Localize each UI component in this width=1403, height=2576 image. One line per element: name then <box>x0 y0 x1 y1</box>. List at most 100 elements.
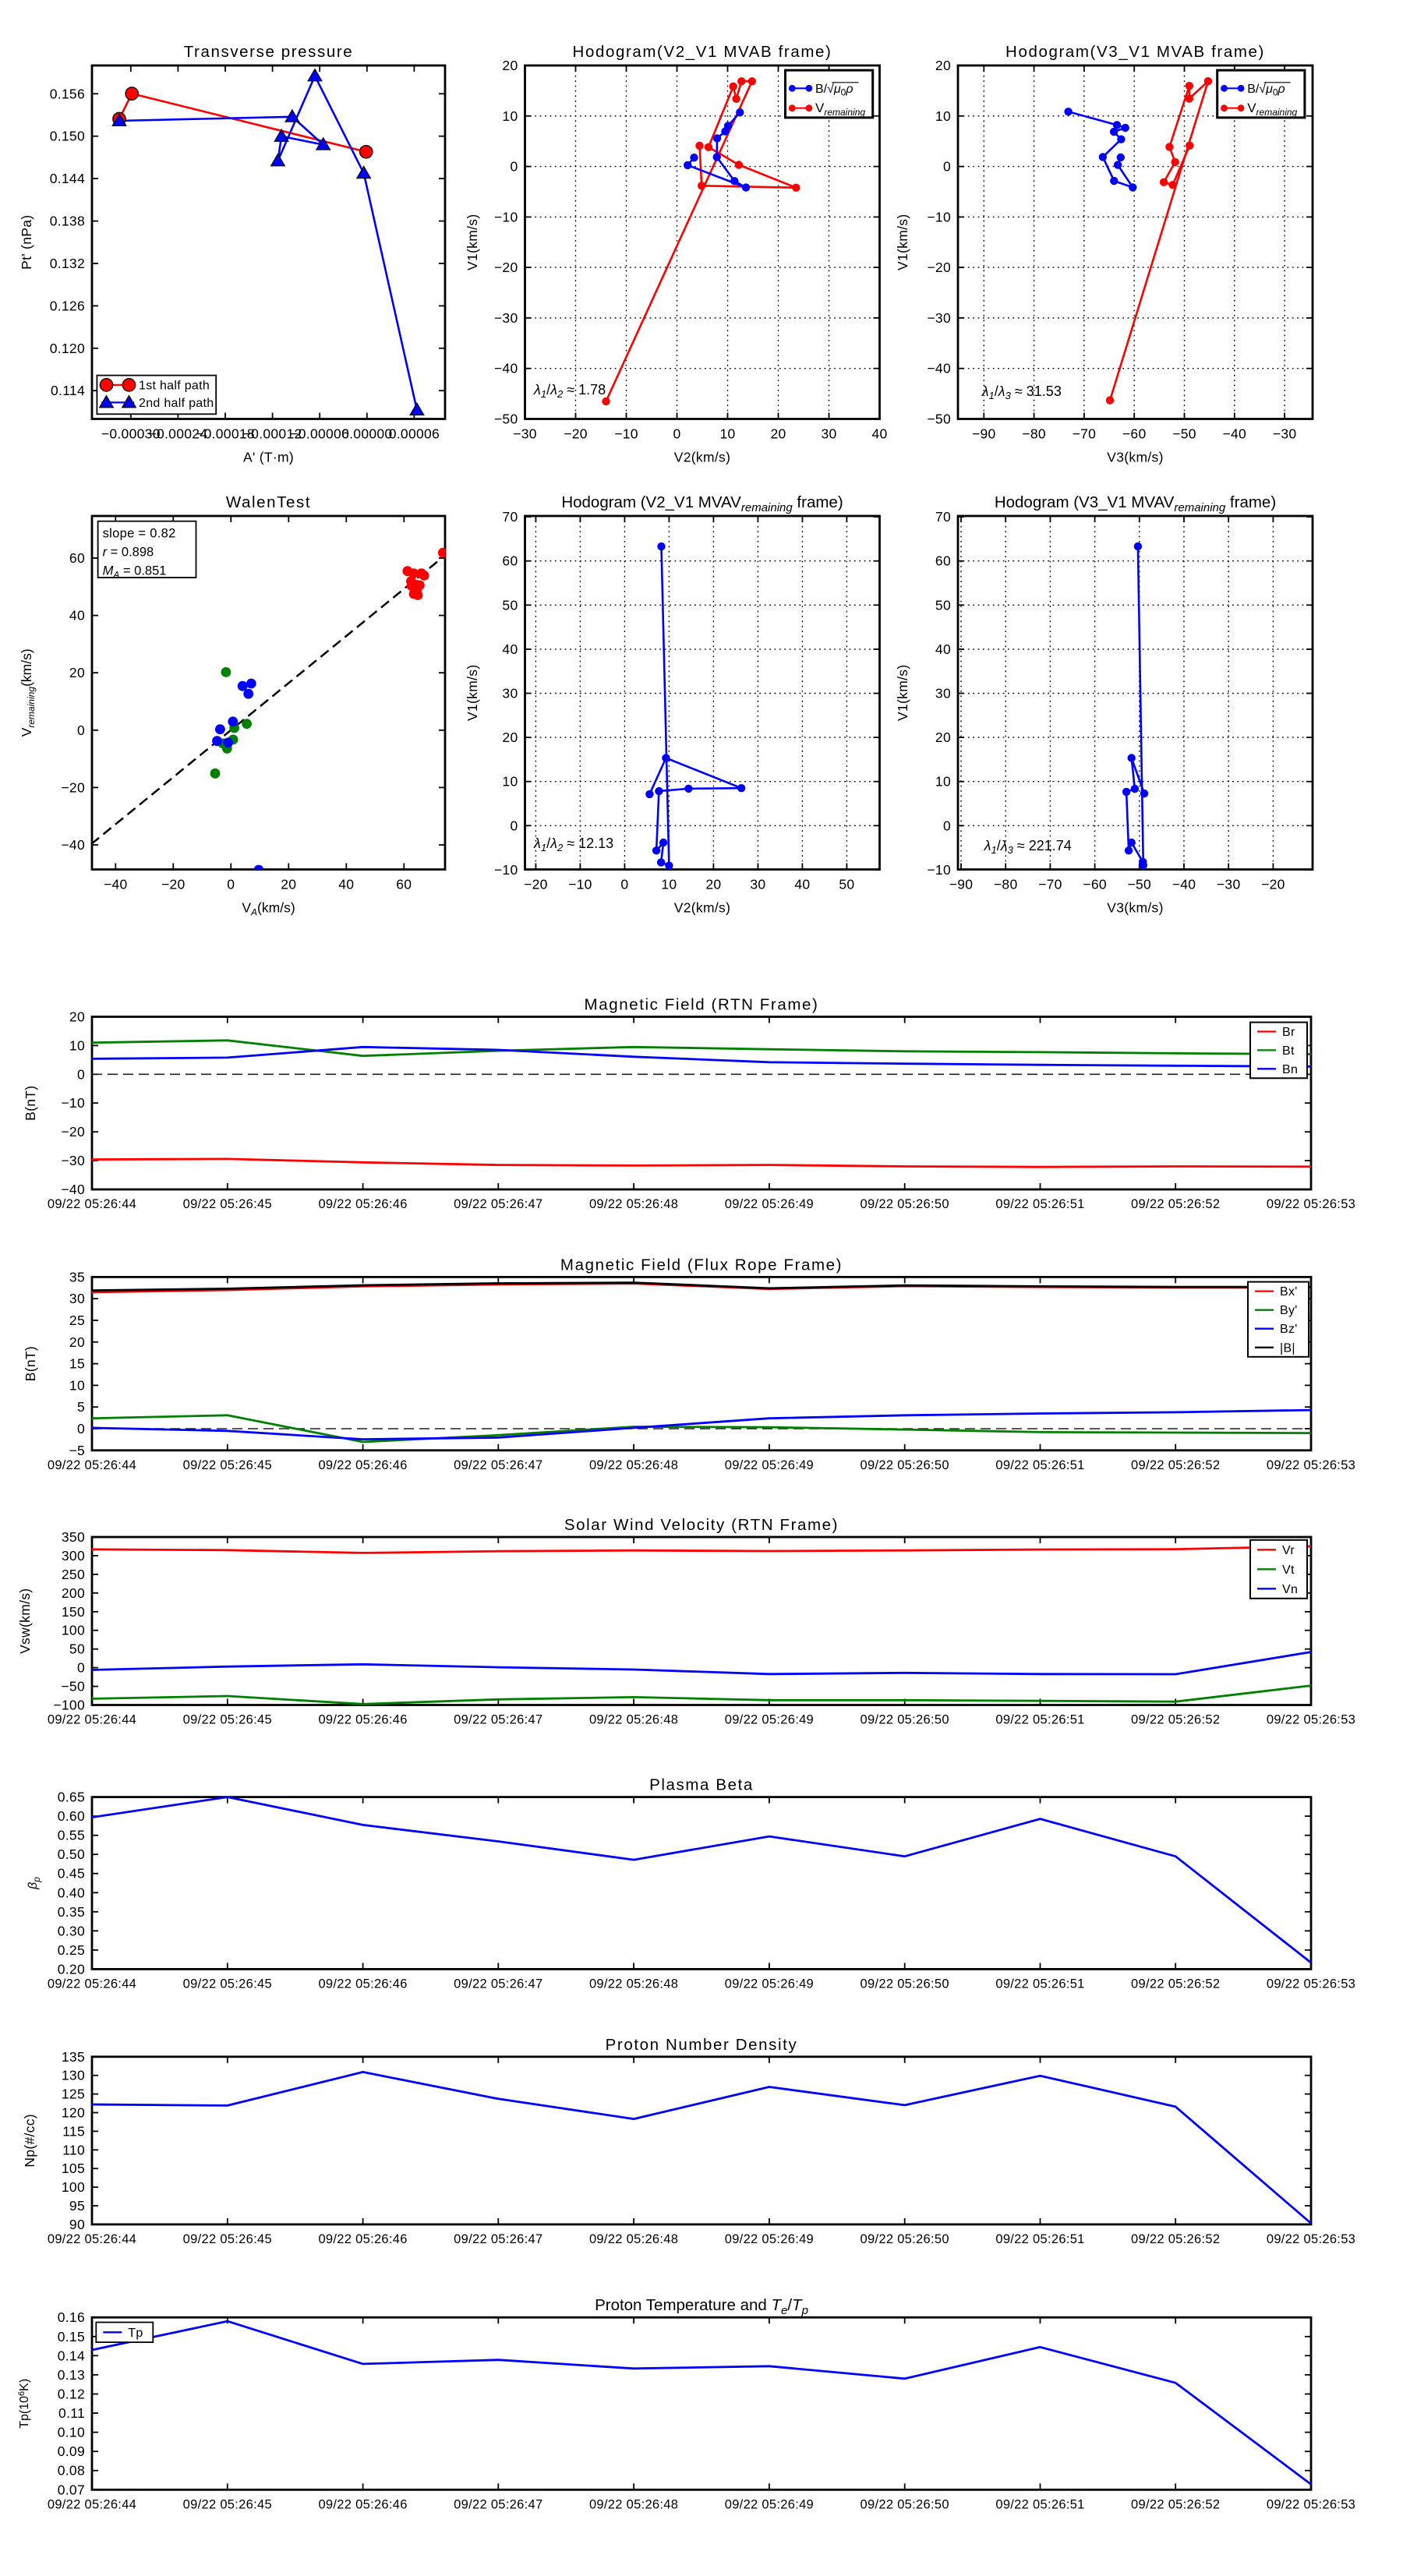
svg-text:09/22 05:26:50: 09/22 05:26:50 <box>861 1458 949 1472</box>
svg-text:−40: −40 <box>1172 877 1196 892</box>
svg-text:V1(km/s): V1(km/s) <box>895 214 910 270</box>
svg-text:0.114: 0.114 <box>51 383 85 398</box>
svg-text:09/22 05:26:44: 09/22 05:26:44 <box>48 1197 136 1211</box>
svg-text:−20: −20 <box>494 260 518 275</box>
svg-text:30: 30 <box>935 686 951 701</box>
svg-text:−50: −50 <box>1128 877 1152 892</box>
svg-text:09/22 05:26:45: 09/22 05:26:45 <box>183 1713 272 1727</box>
svg-text:λ1/λ3 ≈ 31.53: λ1/λ3 ≈ 31.53 <box>981 383 1062 401</box>
svg-text:50: 50 <box>69 1641 85 1657</box>
svg-text:−40: −40 <box>1223 426 1247 442</box>
svg-text:slope = 0.82: slope = 0.82 <box>103 527 176 541</box>
svg-text:0.40: 0.40 <box>58 1885 85 1900</box>
svg-text:20: 20 <box>705 877 721 892</box>
svg-text:09/22 05:26:52: 09/22 05:26:52 <box>1131 1713 1220 1727</box>
svg-text:105: 105 <box>62 2161 85 2176</box>
svg-text:50: 50 <box>502 597 518 613</box>
svg-text:150: 150 <box>62 1604 85 1620</box>
svg-text:0.30: 0.30 <box>58 1923 85 1938</box>
svg-text:09/22 05:26:46: 09/22 05:26:46 <box>318 1458 407 1472</box>
svg-text:09/22 05:26:49: 09/22 05:26:49 <box>725 1977 814 1991</box>
svg-text:09/22 05:26:50: 09/22 05:26:50 <box>861 1713 949 1727</box>
svg-text:V3(km/s): V3(km/s) <box>1107 450 1163 465</box>
svg-text:λ1/λ2 ≈ 12.13: λ1/λ2 ≈ 12.13 <box>533 836 613 853</box>
svg-text:09/22 05:26:49: 09/22 05:26:49 <box>725 1197 814 1211</box>
svg-text:09/22 05:26:47: 09/22 05:26:47 <box>454 1713 542 1727</box>
svg-text:−90: −90 <box>972 426 996 442</box>
svg-text:Hodogram(V2_V1 MVAB frame): Hodogram(V2_V1 MVAB frame) <box>573 43 832 61</box>
svg-text:135: 135 <box>62 2049 85 2065</box>
svg-text:−10: −10 <box>614 426 638 442</box>
svg-text:Pt' (nPa): Pt' (nPa) <box>19 215 34 270</box>
svg-text:09/22 05:26:53: 09/22 05:26:53 <box>1267 1197 1355 1211</box>
svg-text:−80: −80 <box>994 877 1018 892</box>
svg-text:09/22 05:26:50: 09/22 05:26:50 <box>861 1197 949 1211</box>
svg-text:09/22 05:26:44: 09/22 05:26:44 <box>48 1713 136 1727</box>
svg-text:70: 70 <box>502 509 518 525</box>
svg-text:10: 10 <box>502 108 518 124</box>
svg-text:−30: −30 <box>1273 426 1297 442</box>
svg-text:0.60: 0.60 <box>58 1808 85 1824</box>
svg-text:50: 50 <box>839 877 854 892</box>
svg-text:0.144: 0.144 <box>50 171 85 186</box>
svg-text:Tp: Tp <box>128 2327 143 2340</box>
svg-text:V2(km/s): V2(km/s) <box>674 450 730 465</box>
svg-text:10: 10 <box>69 1377 85 1393</box>
svg-text:35: 35 <box>69 1269 85 1284</box>
svg-text:30: 30 <box>821 426 836 442</box>
svg-text:60: 60 <box>396 877 412 892</box>
svg-text:0: 0 <box>77 1421 85 1436</box>
svg-text:−50: −50 <box>61 1679 85 1694</box>
svg-text:09/22 05:26:50: 09/22 05:26:50 <box>861 1977 949 1991</box>
svg-text:09/22 05:26:51: 09/22 05:26:51 <box>995 2232 1084 2246</box>
svg-text:09/22 05:26:50: 09/22 05:26:50 <box>861 2497 949 2511</box>
svg-text:0: 0 <box>510 818 518 833</box>
svg-text:20: 20 <box>935 58 951 73</box>
svg-text:2nd half path: 2nd half path <box>139 397 214 410</box>
svg-text:95: 95 <box>69 2198 85 2214</box>
svg-text:0.120: 0.120 <box>50 341 85 356</box>
svg-text:Bn: Bn <box>1282 1063 1298 1076</box>
svg-text:09/22 05:26:53: 09/22 05:26:53 <box>1267 2497 1355 2511</box>
svg-text:0: 0 <box>673 426 680 442</box>
svg-text:−20: −20 <box>524 877 548 892</box>
svg-text:−30: −30 <box>513 426 537 442</box>
svg-text:10: 10 <box>69 1037 85 1053</box>
svg-text:−0.00006: −0.00006 <box>290 426 349 442</box>
svg-text:−50: −50 <box>927 412 951 427</box>
svg-text:40: 40 <box>871 426 887 442</box>
svg-text:20: 20 <box>502 730 518 745</box>
svg-text:20: 20 <box>502 58 518 73</box>
svg-text:0.12: 0.12 <box>58 2387 85 2402</box>
svg-text:09/22 05:26:52: 09/22 05:26:52 <box>1131 2497 1220 2511</box>
svg-text:09/22 05:26:50: 09/22 05:26:50 <box>861 2232 949 2246</box>
svg-text:V1(km/s): V1(km/s) <box>895 665 910 721</box>
svg-text:09/22 05:26:46: 09/22 05:26:46 <box>318 2497 407 2511</box>
svg-text:5: 5 <box>77 1399 85 1415</box>
svg-text:0.132: 0.132 <box>50 256 85 271</box>
svg-text:0.126: 0.126 <box>50 298 85 313</box>
svg-text:09/22 05:26:49: 09/22 05:26:49 <box>725 1713 814 1727</box>
svg-text:Transverse pressure: Transverse pressure <box>184 43 354 61</box>
svg-text:Np(#/cc): Np(#/cc) <box>22 2114 37 2168</box>
svg-text:Proton Temperature and Te/Tp: Proton Temperature and Te/Tp <box>595 2296 808 2317</box>
svg-text:09/22 05:26:53: 09/22 05:26:53 <box>1267 1458 1355 1472</box>
svg-text:09/22 05:26:45: 09/22 05:26:45 <box>183 1977 272 1991</box>
svg-text:−40: −40 <box>494 361 518 376</box>
svg-text:−90: −90 <box>949 877 974 892</box>
svg-text:0.156: 0.156 <box>50 86 85 101</box>
svg-text:50: 50 <box>935 597 951 613</box>
svg-text:0.14: 0.14 <box>58 2348 85 2363</box>
svg-text:Bz': Bz' <box>1280 1323 1298 1336</box>
svg-text:100: 100 <box>62 2179 85 2195</box>
svg-text:−40: −40 <box>927 361 951 376</box>
svg-text:20: 20 <box>69 1334 85 1350</box>
svg-text:60: 60 <box>69 550 85 566</box>
svg-text:Plasma Beta: Plasma Beta <box>649 1776 754 1794</box>
svg-text:09/22 05:26:52: 09/22 05:26:52 <box>1131 1977 1220 1991</box>
svg-text:09/22 05:26:49: 09/22 05:26:49 <box>725 2497 814 2511</box>
svg-text:09/22 05:26:51: 09/22 05:26:51 <box>995 1713 1084 1727</box>
svg-text:0: 0 <box>77 1660 85 1676</box>
svg-text:−30: −30 <box>927 310 951 326</box>
svg-text:Solar Wind Velocity (RTN Frame: Solar Wind Velocity (RTN Frame) <box>564 1516 839 1534</box>
